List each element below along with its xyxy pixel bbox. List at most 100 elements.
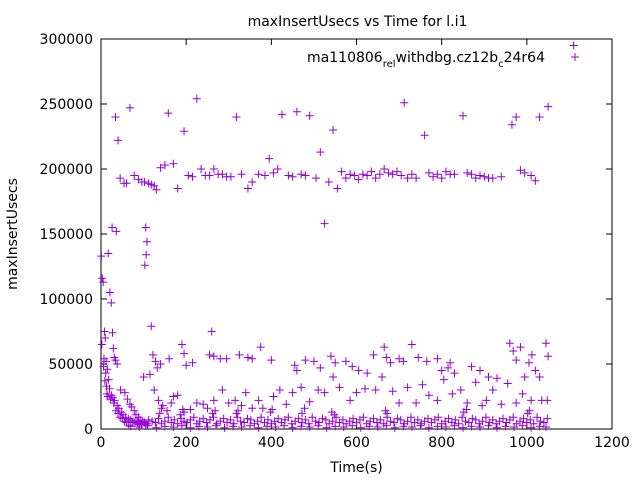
data-point (396, 415, 405, 424)
data-point (407, 413, 416, 422)
data-point (518, 389, 527, 398)
data-point (186, 423, 195, 432)
data-point (516, 166, 525, 175)
data-point (407, 170, 416, 179)
data-point (503, 379, 512, 388)
data-point (122, 179, 131, 188)
data-point (433, 396, 442, 405)
data-point (130, 406, 139, 415)
data-point (541, 339, 550, 348)
data-point (219, 414, 228, 423)
data-point (105, 288, 114, 297)
data-point (399, 357, 408, 366)
data-point (116, 386, 125, 394)
data-point (458, 423, 467, 432)
data-point (101, 334, 110, 342)
y-tick-label: 150000 (40, 227, 93, 243)
data-point (97, 340, 106, 349)
data-point (211, 406, 220, 415)
data-point (140, 178, 149, 186)
data-point (367, 167, 376, 176)
data-point (329, 126, 338, 134)
x-tick-label: 800 (428, 435, 455, 451)
data-point (467, 422, 476, 431)
data-point (527, 350, 536, 359)
data-point (403, 417, 412, 426)
legend-label-part: rel (383, 59, 396, 70)
data-point (192, 94, 201, 103)
data-point (386, 417, 395, 426)
data-point (501, 422, 510, 431)
data-point (218, 386, 227, 394)
data-point (533, 413, 542, 422)
data-point (160, 161, 169, 170)
data-point (441, 167, 450, 176)
data-point (462, 405, 471, 414)
data-point (237, 170, 246, 179)
data-point (114, 136, 123, 145)
data-point (188, 358, 197, 367)
data-point (288, 423, 297, 432)
data-point (458, 111, 467, 120)
data-point (199, 414, 208, 423)
data-point (124, 421, 133, 430)
data-point (142, 237, 151, 246)
data-point (376, 415, 385, 424)
data-point (246, 421, 255, 430)
data-point (378, 373, 387, 381)
data-point (260, 171, 269, 180)
data-point (150, 386, 159, 394)
data-point (382, 353, 391, 362)
data-point (224, 399, 233, 407)
data-point (194, 422, 203, 431)
data-point (248, 178, 257, 186)
x-axis-label: Time(s) (329, 460, 382, 476)
data-point (141, 421, 150, 430)
data-point (467, 362, 476, 371)
data-point (512, 356, 521, 365)
data-point (160, 422, 169, 431)
data-point (128, 418, 137, 427)
data-point (458, 413, 467, 422)
data-point (422, 357, 431, 366)
data-point (301, 415, 310, 424)
data-point (524, 358, 533, 367)
data-point (203, 404, 212, 413)
data-point (316, 363, 325, 372)
y-tick-label: 100000 (40, 292, 93, 308)
y-tick-label: 300000 (40, 32, 93, 48)
legend-label-part: c (498, 59, 504, 70)
data-point (100, 327, 109, 336)
data-point (290, 361, 299, 370)
data-point (481, 413, 490, 422)
data-point (412, 174, 421, 183)
data-point (248, 404, 257, 413)
data-point (114, 409, 123, 418)
data-point (505, 339, 514, 348)
data-point (380, 165, 389, 173)
data-point (356, 423, 365, 432)
data-point (518, 421, 527, 430)
data-point (178, 405, 187, 414)
data-point (348, 362, 357, 371)
data-point (437, 366, 446, 375)
data-point (424, 414, 433, 423)
data-point (531, 176, 540, 185)
data-point (509, 347, 518, 355)
data-point (450, 369, 459, 378)
data-point (205, 171, 214, 180)
data-point (140, 261, 149, 270)
data-point (369, 414, 378, 423)
data-point (263, 422, 272, 431)
data-point (173, 391, 182, 400)
x-tick-label: 600 (343, 435, 370, 451)
data-point (412, 399, 421, 407)
data-point (433, 354, 442, 363)
data-point (243, 353, 252, 362)
data-point (109, 344, 118, 353)
data-point (475, 366, 484, 375)
data-point (478, 417, 487, 426)
data-point (258, 404, 267, 413)
data-point (493, 374, 502, 383)
data-point (155, 409, 164, 418)
